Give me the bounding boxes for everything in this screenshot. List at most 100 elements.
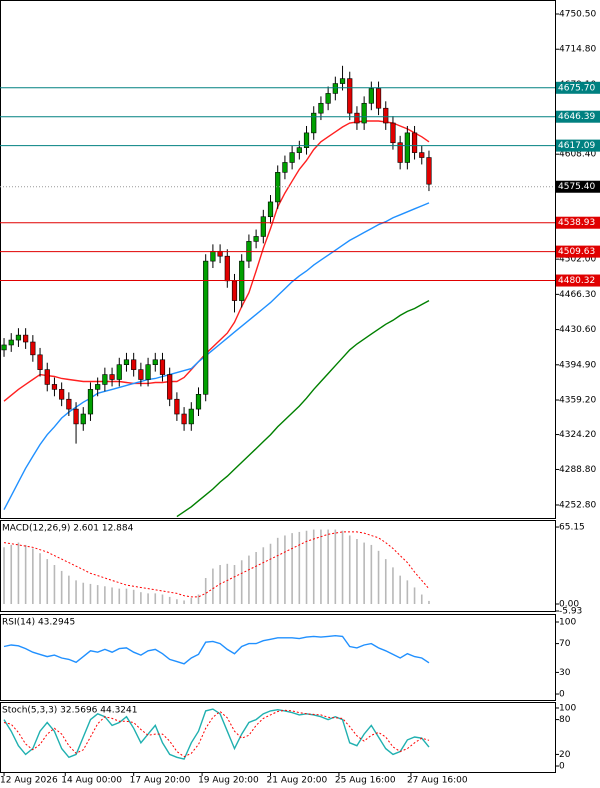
candle-body: [325, 93, 331, 104]
panel-title: RSI(14) 43.2945: [2, 618, 75, 628]
histogram-bar: [147, 593, 149, 604]
y-tick-label: 4359.20: [559, 396, 596, 406]
y-tick-label: 4252.80: [559, 500, 596, 510]
histogram-bar: [399, 575, 401, 604]
y-tick-label: 100: [559, 703, 576, 713]
candle-body: [361, 102, 367, 124]
histogram-bar: [190, 598, 193, 604]
candle-body: [188, 408, 194, 425]
candle-body: [15, 334, 22, 341]
candle-body: [332, 83, 338, 94]
candle-body: [95, 384, 101, 390]
histogram-bar: [104, 586, 106, 604]
histogram-bar: [255, 552, 257, 604]
panel-frame: [0, 702, 556, 773]
histogram-bar: [392, 567, 394, 604]
y-tick-label: 65.15: [559, 523, 585, 533]
x-tick-label: 17 Aug 20:00: [130, 776, 191, 786]
panel-frame: [0, 520, 556, 612]
candle-body: [102, 374, 108, 385]
histogram-bar: [406, 580, 409, 604]
candle-body: [167, 374, 173, 400]
histogram-bar: [212, 568, 214, 604]
y-tick-label: 20: [559, 750, 571, 760]
histogram-bar: [60, 570, 63, 604]
indicator-line: [3, 708, 430, 760]
candle-body: [318, 102, 324, 114]
histogram-bar: [183, 600, 185, 604]
candle-body: [282, 162, 288, 173]
candle-body: [159, 359, 166, 375]
candle-body: [181, 413, 187, 425]
histogram-bar: [312, 529, 315, 604]
candle-body: [296, 147, 302, 153]
histogram-bar: [420, 594, 423, 604]
histogram-bar: [269, 543, 272, 604]
histogram-bar: [428, 600, 430, 604]
level-label-box: [556, 274, 600, 287]
x-tick-label: 19 Aug 20:00: [198, 776, 259, 786]
level-label-box: [556, 139, 600, 152]
y-tick-label: -5.93: [559, 607, 582, 617]
y-tick-label: 70: [559, 639, 571, 649]
candle-body: [66, 398, 72, 410]
candle-body: [73, 408, 79, 425]
candle-body: [260, 216, 266, 237]
candle-body: [231, 280, 238, 301]
candle-body: [59, 389, 65, 400]
candle-body: [145, 364, 151, 380]
candle-body: [303, 132, 310, 148]
level-label-box: [556, 81, 600, 94]
y-tick-label: 4430.60: [559, 325, 596, 335]
candle-body: [51, 384, 58, 390]
level-label: 4480.32: [558, 276, 595, 286]
histogram-bar: [140, 592, 142, 604]
indicator-line: [3, 634, 430, 665]
histogram-bar: [305, 530, 308, 604]
candle-body: [267, 201, 274, 218]
histogram-bar: [161, 594, 164, 604]
candle-body: [411, 132, 418, 153]
y-tick-label: 4466.30: [559, 290, 596, 300]
candle-body: [347, 78, 353, 114]
histogram-bar: [197, 594, 200, 604]
histogram-bar: [125, 588, 128, 604]
y-tick-label: 4714.80: [559, 45, 596, 55]
candle-body: [109, 374, 115, 380]
histogram-bar: [334, 529, 337, 604]
panel-title: MACD(12,26,9) 2.601 12.884: [2, 524, 134, 534]
candle-body: [210, 250, 216, 262]
candle-body: [404, 132, 410, 163]
histogram-bar: [276, 537, 279, 604]
last-price-label: 4575.40: [558, 182, 595, 192]
y-tick-label: 0: [559, 690, 565, 700]
histogram-bar: [298, 531, 301, 604]
candle-body: [152, 359, 158, 366]
histogram-bar: [240, 560, 243, 604]
histogram-bar: [413, 587, 416, 604]
candle-body: [80, 413, 86, 425]
y-tick-label: 100: [559, 617, 576, 627]
level-label: 4617.09: [558, 141, 595, 151]
histogram-bar: [377, 550, 380, 604]
candle-body: [195, 393, 202, 410]
level-label: 4646.39: [558, 112, 595, 122]
candle-body: [383, 107, 389, 124]
histogram-bar: [341, 530, 344, 604]
moving-average: [3, 202, 430, 511]
x-tick-label: 25 Aug 16:00: [335, 776, 396, 786]
histogram-bar: [53, 565, 56, 604]
x-tick-label: 14 Aug 00:00: [61, 776, 122, 786]
histogram-bar: [233, 565, 236, 604]
histogram-bar: [363, 542, 365, 604]
panel-frame: [0, 614, 556, 701]
candle-body: [174, 398, 180, 415]
level-label: 4538.93: [558, 218, 595, 228]
y-tick-label: 80: [559, 715, 571, 725]
candle-body: [1, 344, 7, 351]
candle-body: [426, 157, 432, 185]
histogram-bar: [327, 529, 329, 604]
candle-body: [87, 389, 94, 415]
